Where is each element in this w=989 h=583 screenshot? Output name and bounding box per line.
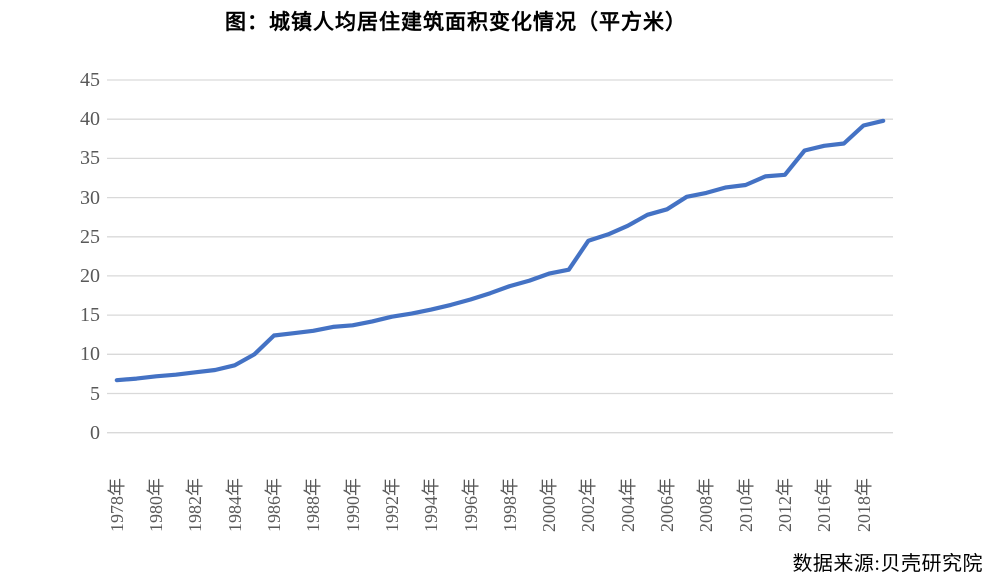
data-line-series bbox=[114, 118, 886, 383]
x-axis-tick-label: 1978年 bbox=[106, 478, 127, 532]
y-axis-tick-label: 30 bbox=[80, 186, 100, 209]
y-axis-tick-label: 20 bbox=[80, 264, 100, 287]
y-axis-tick-label: 35 bbox=[80, 147, 100, 170]
y-axis-tick-label: 10 bbox=[80, 343, 100, 366]
y-axis-tick-label: 25 bbox=[80, 225, 100, 248]
y-axis-tick-label: 45 bbox=[80, 69, 100, 91]
chart-title: 图：城镇人均居住建筑面积变化情况（平方米） bbox=[225, 10, 687, 34]
y-axis-tick-label: 0 bbox=[90, 421, 100, 444]
x-axis-tick-label: 2018年 bbox=[853, 478, 874, 532]
x-axis-tick-label: 2008年 bbox=[696, 478, 717, 532]
x-axis-tick-label: 1992年 bbox=[381, 478, 402, 532]
y-axis-tick-label: 40 bbox=[80, 108, 100, 131]
x-axis-tick-label: 1994年 bbox=[421, 478, 442, 532]
x-axis-tick-label: 2002年 bbox=[578, 478, 599, 532]
x-axis-tick-label: 1984年 bbox=[224, 478, 245, 532]
x-axis-tick-label: 2012年 bbox=[774, 478, 795, 532]
x-axis-tick-label: 1982年 bbox=[185, 478, 206, 532]
x-axis-tick-label: 1980年 bbox=[146, 478, 167, 532]
x-axis-tick-label: 2000年 bbox=[539, 478, 560, 532]
x-axis-tick-label: 2004年 bbox=[617, 478, 638, 532]
x-axis-tick-label: 1988年 bbox=[303, 478, 324, 532]
x-axis-tick-label: 1996年 bbox=[460, 478, 481, 532]
y-axis-tick-label: 5 bbox=[90, 382, 100, 405]
x-axis-tick-label: 2016年 bbox=[814, 478, 835, 532]
x-axis-tick-label: 1998年 bbox=[499, 478, 520, 532]
y-axis-tick-label: 15 bbox=[80, 304, 100, 327]
x-axis-tick-label: 1986年 bbox=[264, 478, 284, 532]
x-axis-tick-label: 1990年 bbox=[342, 478, 363, 532]
data-source-note: 数据来源:贝壳研究院 bbox=[792, 553, 983, 575]
x-axis-tick-label: 2006年 bbox=[657, 478, 677, 532]
x-axis-tick-label: 2010年 bbox=[735, 478, 756, 532]
